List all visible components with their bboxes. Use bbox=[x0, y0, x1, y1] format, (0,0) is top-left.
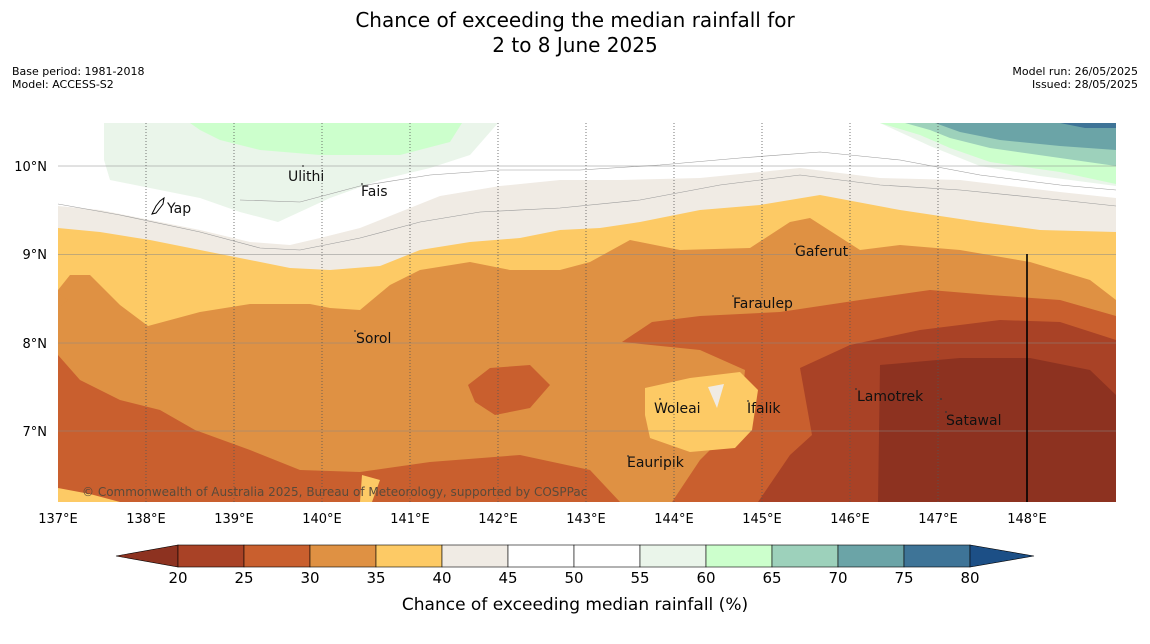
meta-right: Model run: 26/05/2025 Issued: 28/05/2025 bbox=[1012, 65, 1138, 91]
title-line-1: Chance of exceeding the median rainfall … bbox=[355, 8, 795, 32]
colorbar-title: Chance of exceeding median rainfall (%) bbox=[402, 595, 748, 615]
lon-tick: 146°E bbox=[830, 512, 870, 527]
lat-tick: 8°N bbox=[23, 337, 48, 352]
pocket-40-45-woleai bbox=[708, 384, 724, 408]
model-run: Model run: 26/05/2025 bbox=[1012, 65, 1138, 78]
lon-tick: 147°E bbox=[918, 512, 958, 527]
place-ifalik: Ifalik bbox=[747, 401, 781, 417]
place-eauripik: Eauripik bbox=[627, 455, 685, 471]
base-period: Base period: 1981-2018 bbox=[12, 65, 145, 78]
pocket-35-40-woleai bbox=[645, 372, 758, 452]
lon-tick: 140°E bbox=[302, 512, 342, 527]
colorbar-under-extension bbox=[115, 544, 179, 568]
lon-axis: 137°E 138°E 139°E 140°E 141°E 142°E 143°… bbox=[38, 512, 1047, 527]
colorbar-segment bbox=[375, 544, 443, 568]
colorbar-ticks: 20 25 30 35 40 45 50 55 60 65 70 75 80 bbox=[168, 569, 979, 587]
lon-tick: 138°E bbox=[126, 512, 166, 527]
lon-tick: 144°E bbox=[654, 512, 694, 527]
lon-tick: 142°E bbox=[478, 512, 518, 527]
band-75-80 bbox=[1060, 123, 1116, 128]
colorbar-segment bbox=[177, 544, 245, 568]
lon-tick: 145°E bbox=[742, 512, 782, 527]
colorbar-segment bbox=[441, 544, 509, 568]
place-woleai: Woleai bbox=[654, 401, 701, 417]
copyright-notice: © Commonwealth of Australia 2025, Bureau… bbox=[82, 485, 587, 499]
colorbar-tick-label: 75 bbox=[894, 569, 913, 587]
pocket-35-40-south bbox=[360, 475, 380, 502]
model-name: Model: ACCESS-S2 bbox=[12, 78, 114, 91]
band-60-65 bbox=[190, 123, 462, 155]
place-ulithi: Ulithi bbox=[288, 169, 324, 185]
colorbar-tick-label: 35 bbox=[366, 569, 385, 587]
pocket-25-30-central bbox=[468, 365, 550, 415]
pocket-30-35-west bbox=[58, 293, 68, 308]
meta-left: Base period: 1981-2018 Model: ACCESS-S2 bbox=[12, 65, 144, 91]
colorbar-tick-label: 30 bbox=[300, 569, 319, 587]
place-sorol: Sorol bbox=[356, 331, 391, 347]
lon-tick: 148°E bbox=[1007, 512, 1047, 527]
map-title: Chance of exceeding the median rainfall … bbox=[0, 8, 1150, 58]
issued-date: Issued: 28/05/2025 bbox=[1031, 78, 1138, 91]
colorbar-segment bbox=[903, 544, 971, 568]
yap-island-shape bbox=[151, 196, 165, 215]
colorbar-segment bbox=[639, 544, 707, 568]
colorbar-segment bbox=[507, 544, 575, 568]
colorbar-tick-label: 60 bbox=[696, 569, 715, 587]
lon-tick: 137°E bbox=[38, 512, 78, 527]
colorbar-segment bbox=[309, 544, 377, 568]
place-yap: Yap bbox=[166, 201, 191, 217]
place-satawal: Satawal bbox=[946, 413, 1001, 429]
colorbar-tick-label: 50 bbox=[564, 569, 583, 587]
graticule bbox=[58, 123, 1116, 502]
place-gaferut: Gaferut bbox=[795, 244, 849, 260]
colorbar-tick-label: 45 bbox=[498, 569, 517, 587]
rainfall-field bbox=[58, 123, 1116, 502]
title-line-2: 2 to 8 June 2025 bbox=[492, 33, 658, 57]
colorbar-segment bbox=[573, 544, 641, 568]
colorbar-over-extension bbox=[969, 544, 1035, 568]
colorbar-segment bbox=[705, 544, 773, 568]
place-dots bbox=[302, 165, 947, 457]
pocket-35-40-sw bbox=[58, 488, 120, 502]
band-70-75 bbox=[935, 123, 1116, 150]
lat-tick: 9°N bbox=[23, 248, 48, 263]
colorbar-tick-label: 55 bbox=[630, 569, 649, 587]
lon-tick: 141°E bbox=[390, 512, 430, 527]
lat-tick: 7°N bbox=[23, 425, 48, 440]
colorbar-segment bbox=[837, 544, 905, 568]
colorbar-segment bbox=[771, 544, 839, 568]
colorbar-tick-label: 25 bbox=[234, 569, 253, 587]
colorbar-segment bbox=[243, 544, 311, 568]
colorbar-tick-label: 65 bbox=[762, 569, 781, 587]
lon-tick: 143°E bbox=[566, 512, 606, 527]
colorbar-tick-label: 80 bbox=[960, 569, 979, 587]
place-lamotrek: Lamotrek bbox=[857, 389, 924, 405]
lat-axis: 10°N 9°N 8°N 7°N bbox=[14, 160, 47, 440]
place-labels: Ulithi Fais Yap Gaferut Faraulep Sorol W… bbox=[166, 169, 1001, 471]
contour-lines bbox=[58, 151, 1116, 251]
colorbar bbox=[115, 544, 1035, 568]
colorbar-tick-label: 20 bbox=[168, 569, 187, 587]
colorbar-tick-label: 70 bbox=[828, 569, 847, 587]
colorbar-tick-label: 40 bbox=[432, 569, 451, 587]
place-faraulep: Faraulep bbox=[733, 296, 793, 312]
place-fais: Fais bbox=[361, 184, 388, 200]
lon-tick: 139°E bbox=[214, 512, 254, 527]
lat-tick: 10°N bbox=[14, 160, 47, 175]
